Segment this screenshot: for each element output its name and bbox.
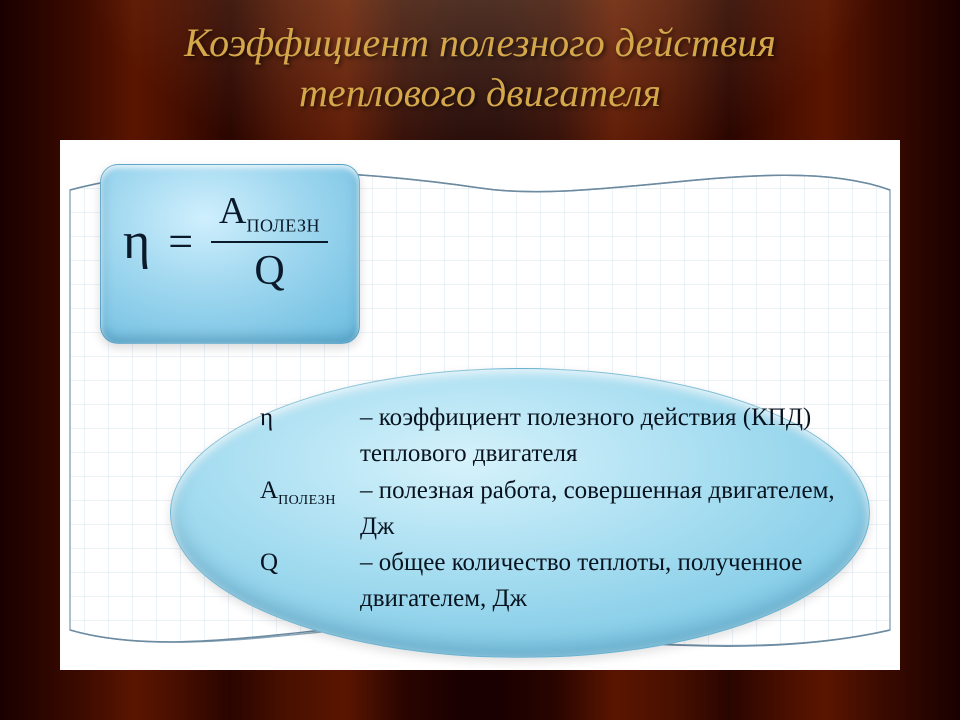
title-line1: Коэффициент полезного действия — [0, 18, 960, 68]
def-row-eta: η – коэффициент полезного действия (КПД)… — [260, 400, 850, 473]
slide-title: Коэффициент полезного действия теплового… — [0, 0, 960, 118]
def-text: – общее количество теплоты, полученное д… — [360, 545, 850, 618]
definitions-list: η – коэффициент полезного действия (КПД)… — [260, 400, 850, 618]
content-panel: η = АПОЛЕЗН Q η – коэффициент полезного … — [60, 140, 900, 670]
denominator: Q — [254, 243, 284, 295]
equals-sign: = — [168, 216, 193, 267]
formula-box: η = АПОЛЕЗН Q — [100, 164, 360, 344]
title-line2: теплового двигателя — [0, 68, 960, 118]
def-text: – полезная работа, совершенная двигателе… — [360, 473, 850, 546]
numerator-sub: ПОЛЕЗН — [246, 216, 320, 236]
def-row-q: Q – общее количество теплоты, полученное… — [260, 545, 850, 618]
def-symbol: Q — [260, 545, 360, 618]
def-row-a: АПОЛЕЗН – полезная работа, совершенная д… — [260, 473, 850, 546]
numerator-main: А — [219, 190, 246, 232]
fraction: АПОЛЕЗН Q — [211, 189, 328, 295]
def-symbol: η — [260, 400, 360, 473]
numerator: АПОЛЕЗН — [211, 189, 328, 241]
symbol-eta: η — [123, 212, 150, 271]
efficiency-formula: η = АПОЛЕЗН Q — [123, 189, 337, 295]
def-text: – коэффициент полезного действия (КПД) т… — [360, 400, 850, 473]
def-symbol: АПОЛЕЗН — [260, 473, 360, 546]
